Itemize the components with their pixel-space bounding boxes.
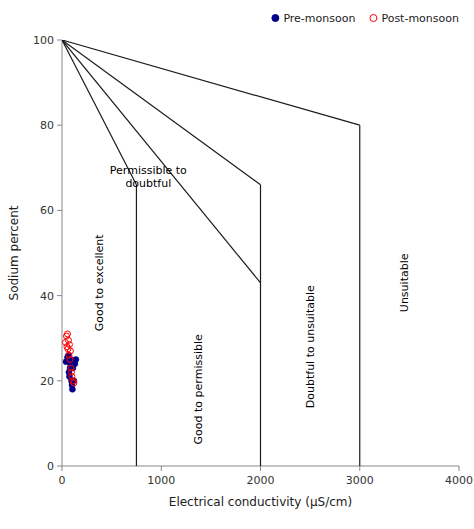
y-tick-label: 80 [40, 119, 54, 132]
point [67, 357, 73, 363]
y-tick [57, 125, 62, 126]
y-tick-label: 0 [47, 460, 54, 473]
zone-label-line: doubtful [125, 177, 171, 190]
x-tick [260, 466, 261, 471]
boundary-line [62, 40, 261, 185]
x-tick-label: 3000 [346, 474, 374, 487]
y-tick-label: 20 [40, 375, 54, 388]
y-tick [57, 380, 62, 381]
x-tick [359, 466, 360, 471]
zone-label-line: Permissible to [110, 164, 187, 177]
x-tick [161, 466, 162, 471]
legend-marker [370, 15, 377, 22]
y-tick [57, 466, 62, 467]
point [64, 331, 70, 337]
boundary-line [136, 185, 137, 466]
zone-label: Good to permissible [192, 334, 205, 444]
point [66, 342, 72, 348]
x-tick-label: 0 [59, 474, 66, 487]
point [67, 348, 73, 354]
legend-marker [272, 15, 279, 22]
y-tick-label: 60 [40, 204, 54, 217]
legend-label: Pre-monsoon [283, 12, 355, 25]
legend: Post-monsoon Pre-monsoon [272, 12, 459, 25]
y-tick-label: 100 [33, 34, 54, 47]
zone-label: Permissible todoubtful [110, 164, 187, 190]
y-tick-label: 40 [40, 290, 54, 303]
x-tick [459, 466, 460, 471]
zone-label: Doubtful to unsuitable [304, 285, 317, 408]
point [73, 357, 79, 363]
boundary-line [260, 185, 261, 466]
x-tick-label: 4000 [445, 474, 473, 487]
y-tick [57, 295, 62, 296]
legend-label: Post-monsoon [381, 12, 459, 25]
y-tick [57, 210, 62, 211]
chart: 0 1000 2000 3000 4000 0 20 40 60 80 100 Electrical … [0, 0, 474, 529]
y-tick [57, 40, 62, 41]
x-tick-label: 1000 [147, 474, 175, 487]
x-tick [62, 466, 63, 471]
zone-label: Unsuitable [398, 253, 411, 312]
boundary-line [359, 125, 360, 466]
point [69, 386, 75, 392]
point [69, 374, 75, 380]
y-axis-label: Sodium percent [7, 205, 21, 300]
x-axis-label: Electrical conductivity (μS/cm) [169, 495, 352, 509]
boundary-line [62, 40, 360, 125]
plot-area [62, 40, 360, 466]
point [71, 380, 77, 386]
point [65, 337, 71, 343]
zone-label: Good to excellent [93, 234, 106, 332]
x-tick-label: 2000 [247, 474, 275, 487]
y-axis-line [62, 40, 63, 466]
